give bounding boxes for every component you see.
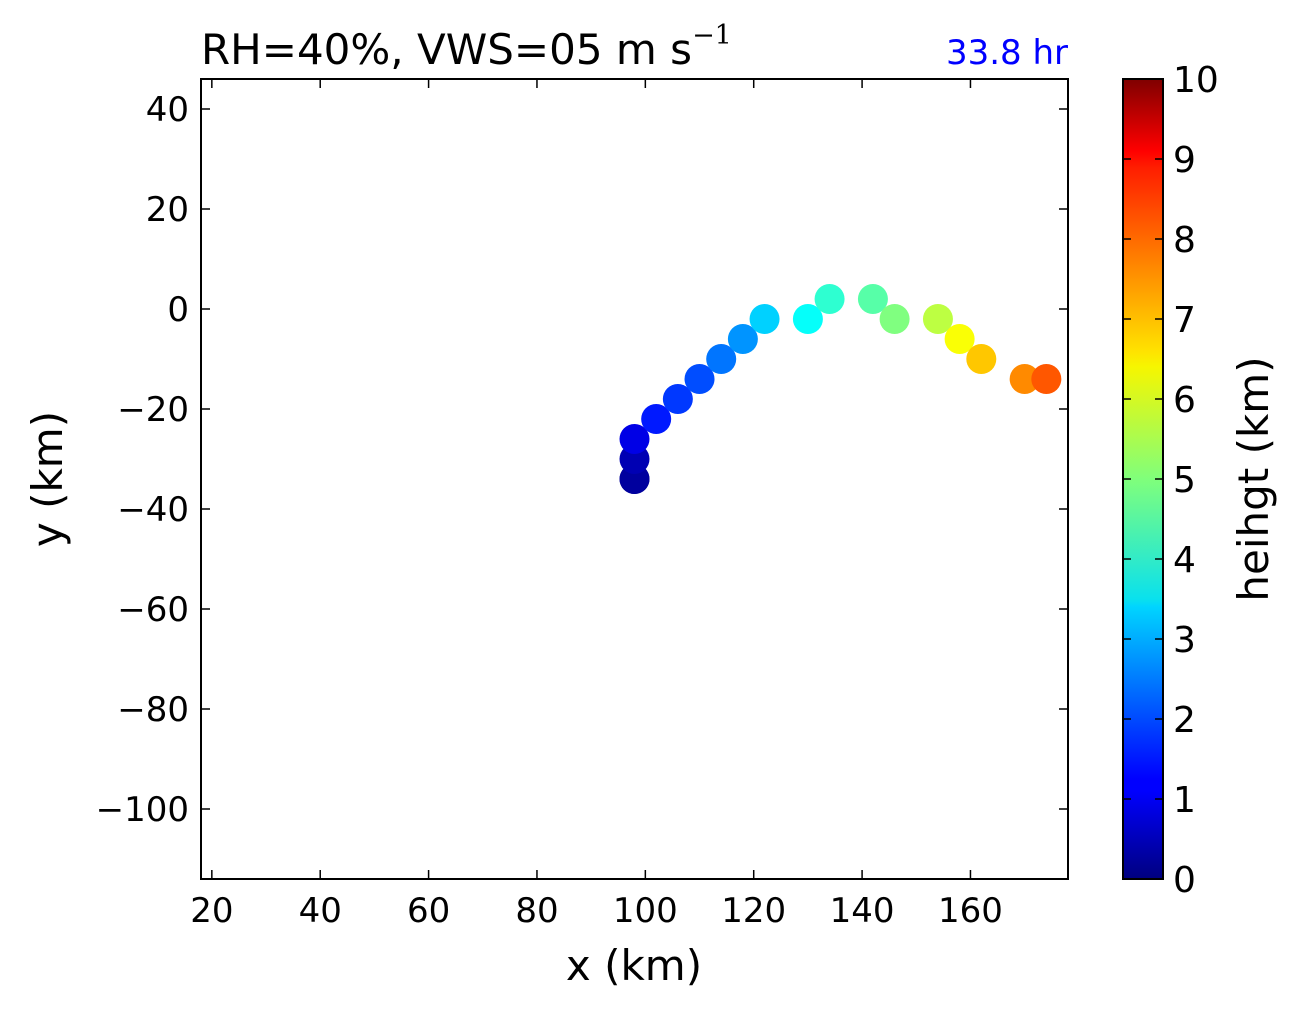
colorbar-label: heihgt (km) <box>1229 356 1278 601</box>
colorbar-tick-label: 4 <box>1173 540 1196 581</box>
x-tick-label: 160 <box>938 891 1003 931</box>
trajectory-point <box>1031 364 1062 394</box>
trajectory-point <box>749 304 780 334</box>
trajectory-point <box>792 304 823 334</box>
colorbar-tick-label: 2 <box>1173 700 1196 741</box>
trajectory-points <box>619 284 1062 494</box>
colorbar-ticks: 0 1 2 3 4 5 6 7 8 9 10 <box>1123 60 1219 901</box>
y-tick-label: −60 <box>117 590 189 630</box>
x-tick-label: 20 <box>190 891 233 931</box>
y-tick-label: −20 <box>117 390 189 430</box>
trajectory-point <box>684 364 715 394</box>
chart-title: RH=40%, VWS=05 m s−1 <box>201 20 732 74</box>
trajectory-point <box>879 304 910 334</box>
x-tick-label: 40 <box>299 891 342 931</box>
x-tick-label: 140 <box>830 891 895 931</box>
colorbar-tick-label: 5 <box>1173 460 1196 501</box>
y-axis-label: y (km) <box>23 411 72 547</box>
trajectory-point <box>662 384 693 414</box>
colorbar-tick-label: 1 <box>1173 780 1196 821</box>
colorbar-tick-label: 7 <box>1173 300 1196 341</box>
y-tick-label: −40 <box>117 490 189 530</box>
trajectory-point <box>706 344 737 374</box>
trajectory-point <box>966 344 997 374</box>
colorbar-tick-label: 9 <box>1173 140 1196 181</box>
trajectory-point <box>944 324 975 354</box>
y-tick-label: −100 <box>96 790 189 830</box>
x-tick-label: 120 <box>721 891 786 931</box>
colorbar-tick-label: 8 <box>1173 220 1196 261</box>
colorbar-tick-label: 10 <box>1173 60 1219 101</box>
y-tick-label: 0 <box>167 290 189 330</box>
x-tick-label: 60 <box>407 891 450 931</box>
colorbar-tick-label: 0 <box>1173 860 1196 901</box>
trajectory-point <box>922 304 953 334</box>
trajectory-point <box>814 284 845 314</box>
trajectory-point <box>727 324 758 354</box>
trajectory-point <box>857 284 888 314</box>
y-tick-label: −80 <box>117 690 189 730</box>
x-tick-label: 100 <box>613 891 678 931</box>
x-axis-label: x (km) <box>566 941 702 990</box>
time-annotation: 33.8 hr <box>946 33 1068 73</box>
y-axis: 40 20 0 −20 −40 −60 −80 −100 <box>96 90 1068 830</box>
x-axis: 20 40 60 80 100 120 140 160 <box>190 79 1003 931</box>
title-superscript: −1 <box>692 20 732 51</box>
trajectory-point <box>619 424 650 454</box>
colorbar-tick-label: 3 <box>1173 620 1196 661</box>
colorbar-tick-label: 6 <box>1173 380 1196 421</box>
x-tick-label: 80 <box>515 891 558 931</box>
trajectory-point <box>1009 364 1040 394</box>
y-tick-label: 40 <box>146 90 189 130</box>
y-tick-label: 20 <box>146 190 189 230</box>
trajectory-point <box>641 404 672 434</box>
